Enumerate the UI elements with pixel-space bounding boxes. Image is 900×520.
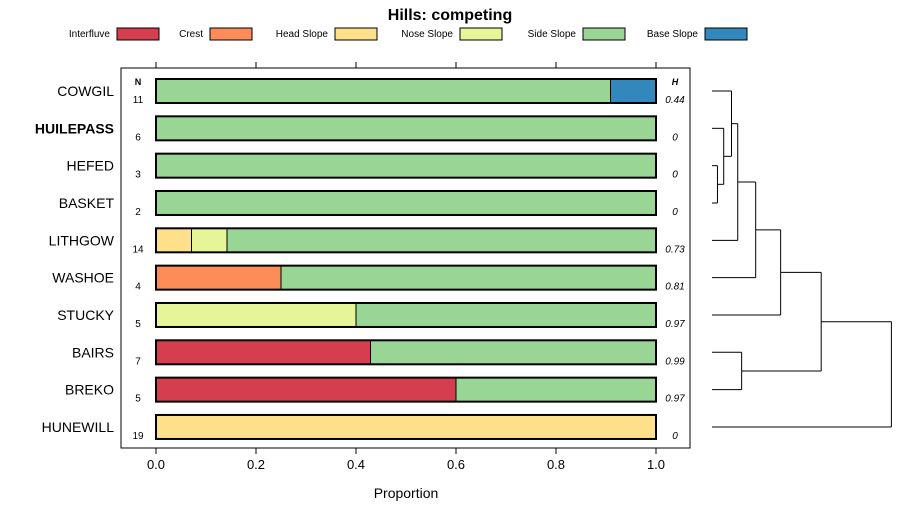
row-h-value: 0 (672, 431, 678, 442)
bar-segment (155, 339, 371, 365)
row-label: STUCKY (57, 307, 114, 323)
bar-segment (155, 377, 457, 403)
bar-outline (155, 301, 657, 328)
row-n-value: 3 (135, 170, 141, 181)
row-label: BREKO (65, 382, 114, 398)
x-tick-label: 0.0 (147, 457, 165, 472)
legend-swatch (459, 27, 503, 41)
legend-swatch (704, 27, 748, 41)
row-h-value: 0.44 (665, 95, 685, 106)
x-tick-label: 1.0 (647, 457, 665, 472)
bar-outline (155, 152, 657, 179)
bar-segment (155, 265, 282, 291)
bar-segment (155, 302, 357, 328)
row-n-value: 7 (135, 356, 141, 367)
bar-segment (610, 78, 657, 104)
row-n-value: 5 (135, 319, 141, 330)
bar-segment (191, 227, 228, 253)
bar-segment (155, 227, 192, 253)
x-tick-label: 0.8 (547, 457, 565, 472)
bar-outline (155, 78, 657, 104)
row-n-value: 6 (135, 132, 141, 143)
legend-swatch (209, 27, 253, 41)
bar-outline (155, 264, 657, 291)
legend-swatch (116, 27, 160, 41)
row-label: LITHGOW (49, 232, 115, 248)
row-n-value: 14 (132, 244, 144, 255)
row-n-value: 19 (132, 431, 144, 442)
bar-segment (155, 153, 657, 179)
row-n-value: 2 (135, 207, 141, 218)
bar-outline (155, 189, 657, 216)
row-label: WASHOE (52, 270, 114, 286)
legend-label: Crest (179, 29, 203, 40)
row-label: HUNEWILL (42, 419, 115, 435)
chart-title: Hills: competing (388, 7, 512, 24)
row-h-value: 0 (672, 170, 678, 181)
row-label: HEFED (67, 158, 114, 174)
x-tick-label: 0.2 (247, 457, 265, 472)
bar-segment (155, 414, 657, 440)
row-h-value: 0.97 (665, 394, 685, 405)
row-label: COWGIL (57, 83, 114, 99)
legend-label: Side Slope (528, 29, 577, 40)
x-tick-label: 0.6 (447, 457, 465, 472)
legend-label: Base Slope (647, 29, 699, 40)
bar-segment (455, 377, 657, 403)
dendrogram (712, 90, 892, 428)
bar-outline (155, 339, 657, 366)
row-n-value: 11 (133, 95, 144, 106)
bar-outline (155, 115, 657, 142)
row-label: BASKET (59, 195, 115, 211)
legend-label: Nose Slope (401, 29, 453, 40)
row-label: HUILEPASS (35, 120, 114, 136)
legend-label: Head Slope (276, 29, 329, 40)
legend-swatch (334, 27, 378, 41)
bar-segment (226, 227, 657, 253)
bar-segment (155, 115, 657, 141)
row-h-value: 0 (672, 132, 678, 143)
row-n-value: 4 (135, 282, 141, 293)
row-h-value: 0.97 (665, 319, 685, 330)
bar-segment (370, 339, 657, 365)
row-h-value: 0.81 (665, 282, 684, 293)
bar-segment (280, 265, 657, 291)
bar-outline (155, 413, 657, 440)
row-h-value: 0.73 (665, 244, 685, 255)
row-h-value: 0.99 (665, 356, 685, 367)
bar-outline (155, 376, 657, 403)
bar-segment (155, 190, 657, 216)
bar-segment (355, 302, 657, 328)
legend: Interfluve Crest Head Slope Nose Slope Side … (69, 27, 748, 41)
legend-label: Interfluve (69, 29, 111, 40)
x-axis: 0.0 0.2 0.4 0.6 0.8 1.0 (147, 62, 665, 472)
x-axis-label: Proportion (374, 485, 439, 501)
plot-frame (120, 67, 691, 449)
row-n-value: 5 (135, 394, 141, 405)
legend-swatch (582, 27, 626, 41)
h-header: H (672, 77, 679, 87)
n-header: N (135, 77, 142, 87)
bar-segment (155, 78, 611, 104)
bar-outline (155, 227, 657, 254)
x-tick-label: 0.4 (347, 457, 365, 472)
row-h-value: 0 (672, 207, 678, 218)
row-label: BAIRS (72, 344, 114, 360)
bar-rows: COWGIL 11 0.44 HUILEPASS 6 0 HEFED 3 0 BASKET 2 0 LI… (35, 78, 685, 442)
